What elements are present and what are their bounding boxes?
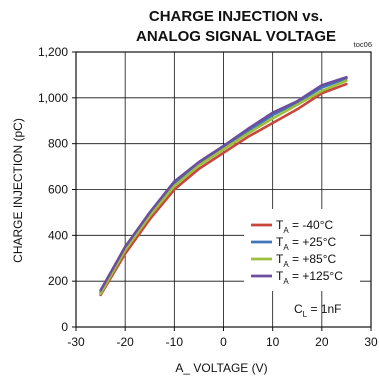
legend-label-1: TA = -40°C <box>276 218 334 235</box>
y-tick-label: 600 <box>48 183 68 197</box>
x-axis-label: A_ VOLTAGE (V) <box>175 361 267 375</box>
legend-label-4: TA = +125°C <box>276 269 343 286</box>
chart-title: CHARGE INJECTION vs. ANALOG SIGNAL VOLTAG… <box>136 8 336 45</box>
y-axis-label: CHARGE INJECTION (pC) <box>11 118 25 263</box>
x-tick-label: 0 <box>220 335 227 349</box>
series-line-4 <box>99 75 348 292</box>
legend-label-3: TA = +85°C <box>276 252 337 269</box>
y-tick-label: 200 <box>48 274 68 288</box>
x-axis-ticks: -30 -20 -10 0 10 20 30 <box>67 327 378 349</box>
y-tick-label: 0 <box>61 320 68 334</box>
x-tick-label: -10 <box>166 335 184 349</box>
y-tick-label: 1,000 <box>38 91 68 105</box>
capacitance-label: CL = 1nF <box>294 302 341 319</box>
grid <box>76 52 371 327</box>
x-tick-label: -30 <box>67 335 85 349</box>
figure-tag: toc06 <box>354 40 372 49</box>
legend: TA = -40°CTA = +25°CTA = +85°CTA = +125°… <box>244 209 360 291</box>
y-tick-label: 800 <box>48 137 68 151</box>
x-tick-label: 30 <box>364 335 378 349</box>
x-tick-label: 20 <box>315 335 329 349</box>
y-tick-label: 1,200 <box>38 45 68 59</box>
chart-title-line-1: CHARGE INJECTION vs. <box>149 8 323 25</box>
y-axis-ticks: 0 200 400 600 800 1,000 1,200 <box>38 45 76 334</box>
y-tick-label: 400 <box>48 228 68 242</box>
capacitance-annotation: CL = 1nF <box>294 302 341 319</box>
chart-title-line-2: ANALOG SIGNAL VOLTAGE <box>136 28 336 45</box>
x-tick-label: -20 <box>116 335 134 349</box>
legend-label-2: TA = +25°C <box>276 235 337 252</box>
series-line-3 <box>99 79 348 296</box>
series-lines <box>99 75 348 297</box>
series-line-1 <box>99 82 348 297</box>
x-tick-label: 10 <box>266 335 280 349</box>
